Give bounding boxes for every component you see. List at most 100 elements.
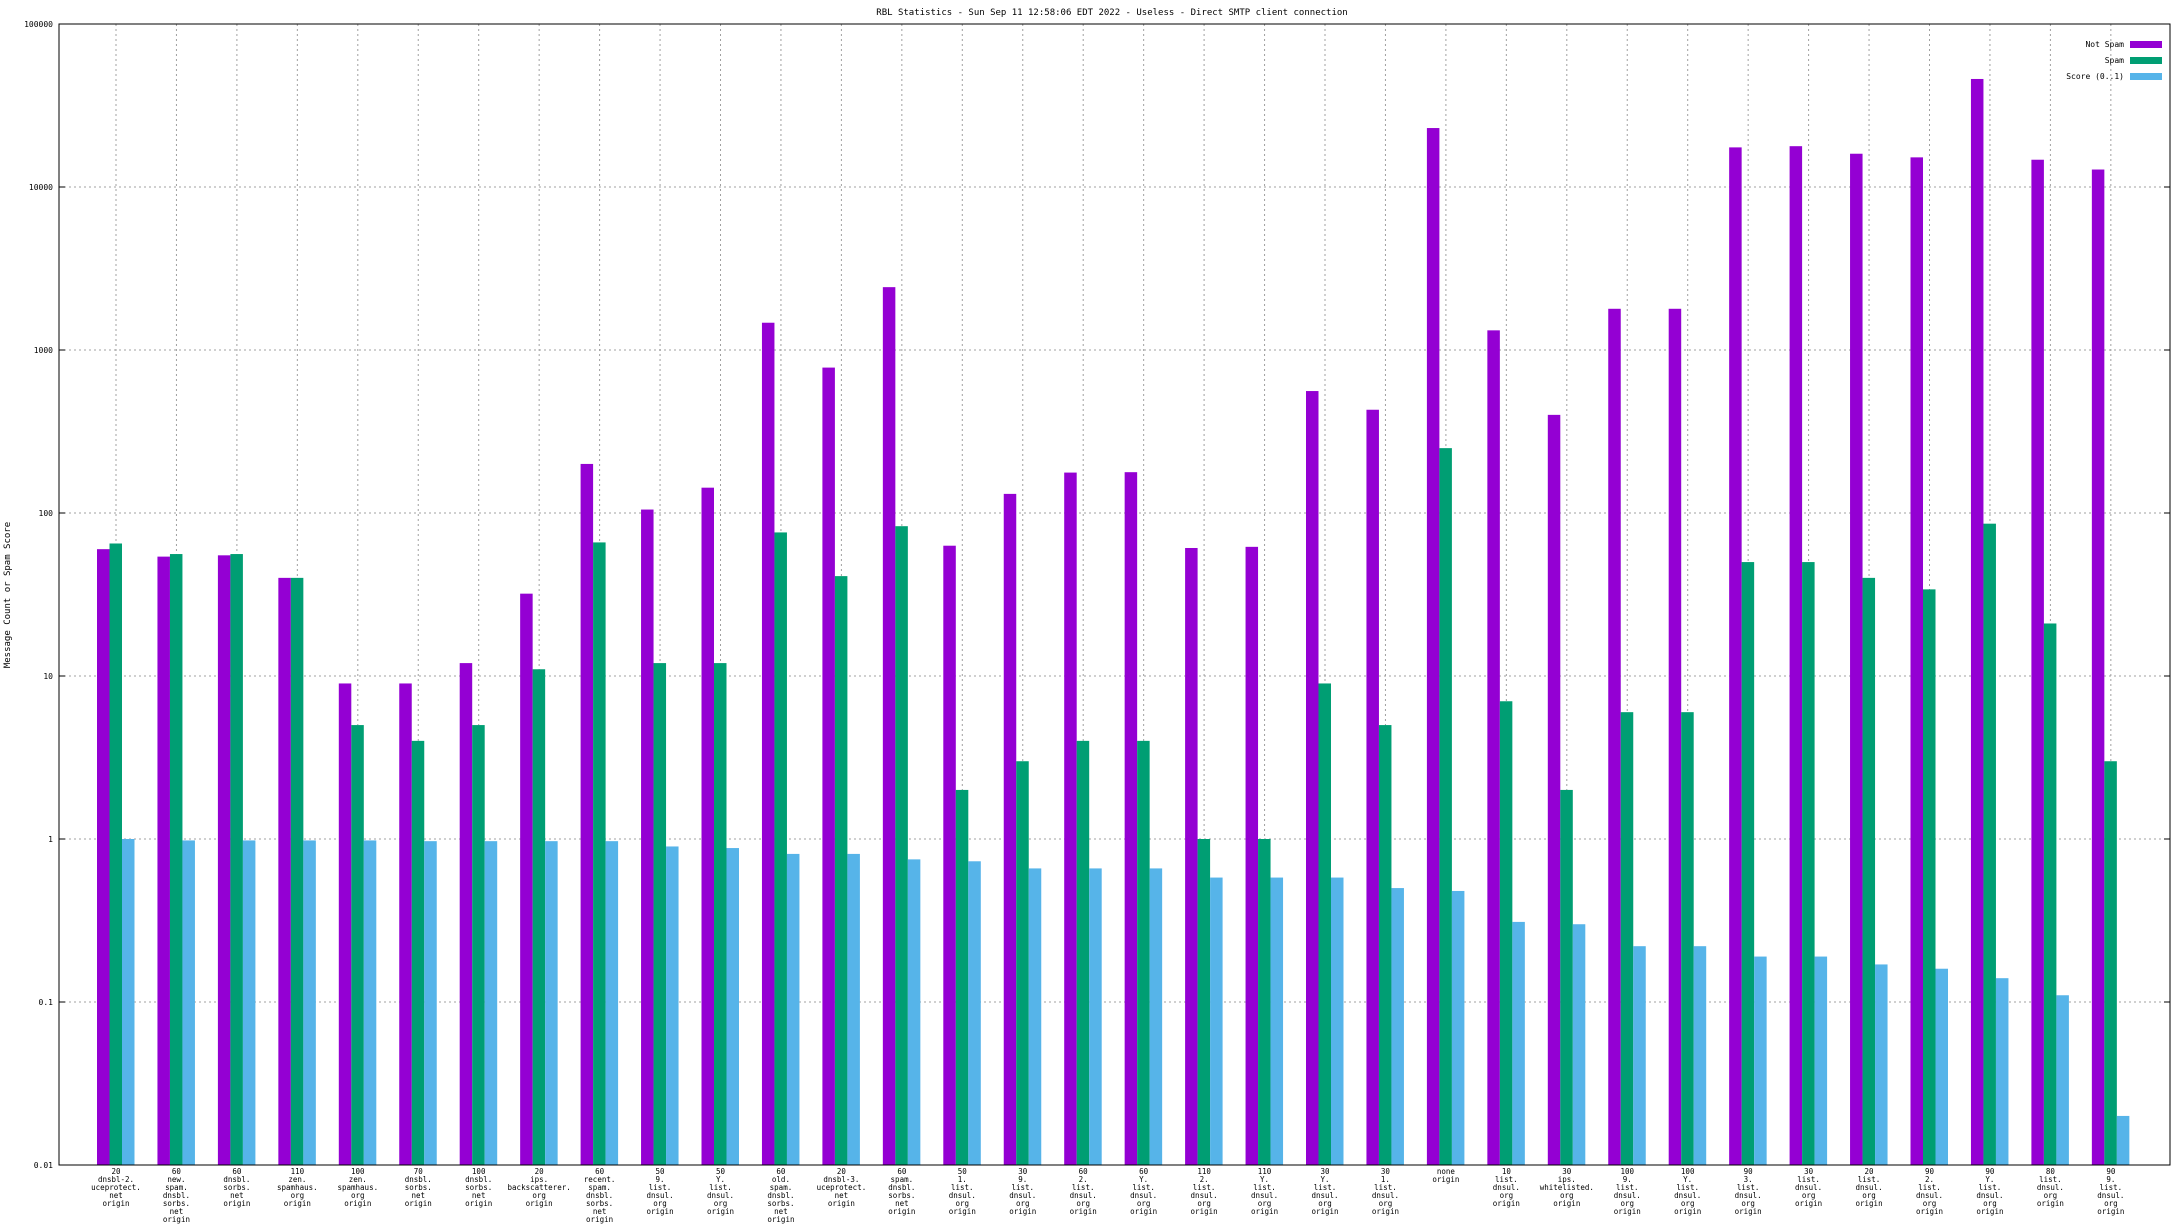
x-tick-label-line: uceprotect. [817, 1183, 867, 1192]
bar-spam [1741, 562, 1755, 1165]
x-tick-label-line: org [1862, 1191, 1876, 1200]
bar-score-0-1 [726, 848, 739, 1165]
x-tick-label-line: dnsul. [1976, 1191, 2003, 1200]
legend-label: Score (0..1) [2066, 72, 2124, 81]
bar-score-0-1 [1089, 868, 1102, 1165]
x-tick-label-line: backscatterer. [508, 1183, 571, 1192]
x-tick-label: 20 dnsbl-2. uceprotect. net origin [91, 1167, 141, 1208]
x-tick-label-line: list. [1072, 1183, 1095, 1192]
x-tick-label-line: sorbs. [767, 1199, 794, 1208]
x-tick-label-line: list. [1676, 1183, 1699, 1192]
bar-not-spam [1366, 409, 1379, 1165]
x-tick-label-line: 20 [535, 1167, 545, 1176]
x-tick-label-line: origin [1976, 1207, 2003, 1216]
plot-border [58, 23, 2171, 1166]
x-tick-label-line: net [170, 1207, 184, 1216]
bar-not-spam [1306, 391, 1319, 1165]
bar-spam [109, 543, 122, 1165]
x-tick-label-line: origin [223, 1199, 250, 1208]
x-tick-label-line: net [895, 1199, 909, 1208]
bar-not-spam [580, 463, 594, 1165]
x-tick-label-line: 60 [1139, 1167, 1149, 1176]
x-tick-label: 70 dnsbl. sorbs. net origin [405, 1167, 432, 1208]
x-tick-label: 60 spam. dnsbl. sorbs. net origin [888, 1167, 915, 1216]
legend: Not Spam Spam Score (0..1) [2066, 40, 2162, 81]
x-tick-label-line: org [1379, 1199, 1393, 1208]
x-tick-label-line: Y. [1683, 1175, 1692, 1184]
x-tick-label-line: 60 [897, 1167, 907, 1176]
x-tick-label-line: 9. [2106, 1175, 2115, 1184]
bar-score-0-1 [847, 853, 860, 1165]
bar-not-spam [1547, 414, 1561, 1165]
x-tick-label-line: 60 [1079, 1167, 1089, 1176]
x-tick-label: 100 9. list. dnsul. org origin [1614, 1167, 1641, 1216]
x-tick-label-line: org [1560, 1191, 1574, 1200]
x-tick-label-line: dnsul. [1130, 1191, 1157, 1200]
x-tick-label-line: org [714, 1199, 728, 1208]
y-axis-label: Message Count or Spam Score [3, 522, 13, 668]
x-tick-label-line: origin [526, 1199, 553, 1208]
y-tick-label: 100000 [24, 20, 53, 29]
x-tick-label-line: 90 [1985, 1167, 1995, 1176]
x-tick-label-line: origin [949, 1207, 976, 1216]
x-tick-label-line: origin [1614, 1207, 1641, 1216]
bar-not-spam [1426, 128, 1440, 1166]
bar-score-0-1 [1754, 956, 1767, 1165]
bar-score-0-1 [1331, 877, 1344, 1165]
x-tick-label: 110 zen. spamhaus. org origin [277, 1167, 318, 1208]
x-tick-label-line: origin [888, 1207, 915, 1216]
x-tick-label-line: org [1016, 1199, 1030, 1208]
bar-spam [1499, 701, 1513, 1165]
x-tick-label-line: list. [2100, 1183, 2123, 1192]
x-tick-label-line: org [1923, 1199, 1937, 1208]
x-tick-label: 110 Y. list. dnsul. org origin [1251, 1167, 1278, 1216]
x-tick-label: 60 new. spam. dnsbl. sorbs. net origin [163, 1167, 190, 1224]
bar-score-0-1 [545, 841, 558, 1165]
bar-spam [593, 542, 606, 1165]
bar-not-spam [278, 577, 291, 1165]
x-tick-label-line: dnsbl. [405, 1175, 432, 1184]
bar-not-spam [338, 683, 352, 1165]
x-tick-label-line: origin [344, 1199, 371, 1208]
bar-spam [774, 532, 787, 1165]
bar-score-0-1 [786, 853, 800, 1165]
bar-score-0-1 [968, 861, 981, 1165]
x-tick-label-line: org [653, 1199, 667, 1208]
x-tick-label-line: org [2044, 1191, 2058, 1200]
x-tick-label-line: list. [1374, 1183, 1397, 1192]
x-tick-label-line: 30 [1804, 1167, 1814, 1176]
x-tick-label-line: sorbs. [405, 1183, 432, 1192]
x-tick-label-line: list. [1858, 1175, 1881, 1184]
bar-not-spam [1124, 472, 1138, 1166]
x-tick-label: 60 Y. list. dnsul. org origin [1130, 1167, 1157, 1216]
bar-not-spam [2091, 169, 2105, 1165]
x-tick-label-line: zen. [349, 1175, 367, 1184]
legend-swatch [2130, 41, 2162, 48]
x-tick-label-line: 90 [2106, 1167, 2116, 1176]
x-tick-label-line: net [109, 1191, 123, 1200]
x-tick-label-line: 20 [837, 1167, 847, 1176]
x-tick-label-line: origin [1856, 1199, 1883, 1208]
bar-not-spam [2031, 159, 2044, 1165]
x-tick-label: 20 ips. backscatterer. org origin [508, 1167, 571, 1208]
x-tick-label-line: 100 [1681, 1167, 1695, 1176]
x-tick-label-line: 60 [595, 1167, 605, 1176]
x-tick-label: 10 list. dnsul. org origin [1493, 1167, 1520, 1208]
x-tick-label-line: dnsbl. [465, 1175, 492, 1184]
x-tick-label-line: org [532, 1191, 546, 1200]
x-tick-label-line: origin [405, 1199, 432, 1208]
x-tick-label-line: origin [1372, 1207, 1399, 1216]
x-tick-label-line: 100 [472, 1167, 486, 1176]
bar-score-0-1 [182, 840, 195, 1165]
bar-not-spam [1003, 493, 1017, 1165]
x-tick-label-line: dnsul. [647, 1191, 674, 1200]
x-tick-label-line: zen. [288, 1175, 306, 1184]
x-tick-label: 60 recent. spam. dnsbl. sorbs. net origin [584, 1167, 616, 1224]
x-tick-label: 30 9. list. dnsul. org origin [1009, 1167, 1036, 1216]
x-tick-label-line: origin [707, 1207, 734, 1216]
x-tick-label-line: origin [1916, 1207, 1943, 1216]
bar-not-spam [882, 287, 896, 1165]
x-tick-label: 90 3. list. dnsul. org origin [1735, 1167, 1762, 1216]
x-tick-label-line: origin [1251, 1207, 1278, 1216]
bar-spam [653, 663, 667, 1165]
